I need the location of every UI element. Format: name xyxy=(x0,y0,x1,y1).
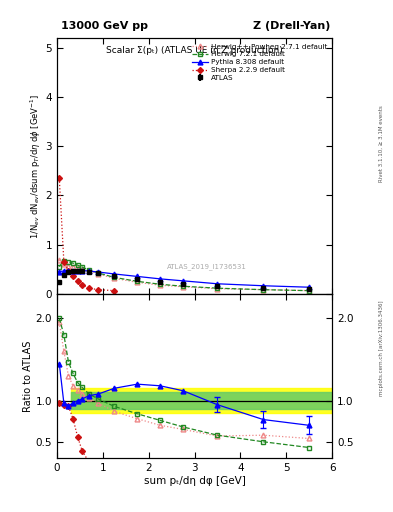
Herwig++ Powheg 2.7.1 default xyxy=(61,261,66,267)
Line: Pythia 8.308 default: Pythia 8.308 default xyxy=(57,268,312,290)
X-axis label: sum pₜ/dη dφ [GeV]: sum pₜ/dη dφ [GeV] xyxy=(143,476,246,486)
Text: Rivet 3.1.10, ≥ 3.1M events: Rivet 3.1.10, ≥ 3.1M events xyxy=(379,105,384,182)
Pythia 8.308 default xyxy=(181,278,185,284)
Legend: Herwig++ Powheg 2.7.1 default, Herwig 7.2.1 default, Pythia 8.308 default, Sherp: Herwig++ Powheg 2.7.1 default, Herwig 7.… xyxy=(191,42,329,82)
Herwig 7.2.1 default xyxy=(261,287,266,293)
Y-axis label: 1/N$_{ev}$ dN$_{ev}$/dsum p$_T$/d$\eta$ d$\phi$ [GeV$^{-1}$]: 1/N$_{ev}$ dN$_{ev}$/dsum p$_T$/d$\eta$ … xyxy=(28,93,43,239)
Herwig 7.2.1 default xyxy=(181,283,185,289)
Text: Scalar Σ(pₜ) (ATLAS UE in Z production): Scalar Σ(pₜ) (ATLAS UE in Z production) xyxy=(106,46,283,55)
Herwig++ Powheg 2.7.1 default xyxy=(181,284,185,290)
Herwig++ Powheg 2.7.1 default xyxy=(66,263,71,269)
Text: ATLAS_2019_I1736531: ATLAS_2019_I1736531 xyxy=(167,263,247,270)
Herwig 7.2.1 default xyxy=(215,285,220,291)
Herwig++ Powheg 2.7.1 default xyxy=(96,271,101,277)
Herwig++ Powheg 2.7.1 default xyxy=(75,265,80,271)
Herwig 7.2.1 default xyxy=(112,274,117,281)
Pythia 8.308 default xyxy=(71,267,75,273)
Herwig++ Powheg 2.7.1 default xyxy=(87,268,92,274)
Herwig++ Powheg 2.7.1 default xyxy=(57,257,62,263)
Herwig 7.2.1 default xyxy=(307,288,312,294)
Herwig 7.2.1 default xyxy=(96,270,101,276)
Herwig 7.2.1 default xyxy=(87,267,92,273)
Herwig 7.2.1 default xyxy=(66,259,71,265)
Pythia 8.308 default xyxy=(112,271,117,277)
Pythia 8.308 default xyxy=(307,284,312,290)
Herwig 7.2.1 default xyxy=(158,281,163,287)
Line: Herwig 7.2.1 default: Herwig 7.2.1 default xyxy=(57,258,312,293)
Pythia 8.308 default xyxy=(261,283,266,289)
Sherpa 2.2.9 default xyxy=(71,273,75,279)
Pythia 8.308 default xyxy=(61,268,66,274)
Herwig 7.2.1 default xyxy=(75,262,80,268)
Sherpa 2.2.9 default xyxy=(75,278,80,284)
Text: 13000 GeV pp: 13000 GeV pp xyxy=(61,20,148,31)
Herwig 7.2.1 default xyxy=(57,264,62,270)
Sherpa 2.2.9 default xyxy=(66,267,71,273)
Herwig++ Powheg 2.7.1 default xyxy=(261,287,266,293)
Line: Herwig++ Powheg 2.7.1 default: Herwig++ Powheg 2.7.1 default xyxy=(57,258,312,293)
Pythia 8.308 default xyxy=(135,273,140,280)
Herwig++ Powheg 2.7.1 default xyxy=(80,266,84,272)
Sherpa 2.2.9 default xyxy=(96,287,101,293)
Pythia 8.308 default xyxy=(75,267,80,273)
Herwig 7.2.1 default xyxy=(61,258,66,264)
Pythia 8.308 default xyxy=(158,276,163,282)
Pythia 8.308 default xyxy=(57,268,62,274)
Text: Z (Drell-Yan): Z (Drell-Yan) xyxy=(253,20,330,31)
Pythia 8.308 default xyxy=(66,267,71,273)
Herwig++ Powheg 2.7.1 default xyxy=(112,275,117,282)
Pythia 8.308 default xyxy=(96,269,101,275)
Pythia 8.308 default xyxy=(87,268,92,274)
Herwig 7.2.1 default xyxy=(80,264,84,270)
Herwig++ Powheg 2.7.1 default xyxy=(135,279,140,285)
Pythia 8.308 default xyxy=(215,281,220,287)
Text: mcplots.cern.ch [arXiv:1306.3436]: mcplots.cern.ch [arXiv:1306.3436] xyxy=(379,301,384,396)
Line: Sherpa 2.2.9 default: Sherpa 2.2.9 default xyxy=(57,176,116,293)
Y-axis label: Ratio to ATLAS: Ratio to ATLAS xyxy=(23,340,33,412)
Herwig++ Powheg 2.7.1 default xyxy=(158,282,163,288)
Sherpa 2.2.9 default xyxy=(112,288,117,294)
Sherpa 2.2.9 default xyxy=(61,259,66,265)
Herwig 7.2.1 default xyxy=(135,278,140,284)
Herwig++ Powheg 2.7.1 default xyxy=(71,264,75,270)
Herwig++ Powheg 2.7.1 default xyxy=(215,286,220,292)
Sherpa 2.2.9 default xyxy=(57,175,62,181)
Sherpa 2.2.9 default xyxy=(87,285,92,291)
Sherpa 2.2.9 default xyxy=(80,282,84,288)
Herwig++ Powheg 2.7.1 default xyxy=(307,288,312,294)
Pythia 8.308 default xyxy=(80,267,84,273)
Herwig 7.2.1 default xyxy=(71,260,75,266)
